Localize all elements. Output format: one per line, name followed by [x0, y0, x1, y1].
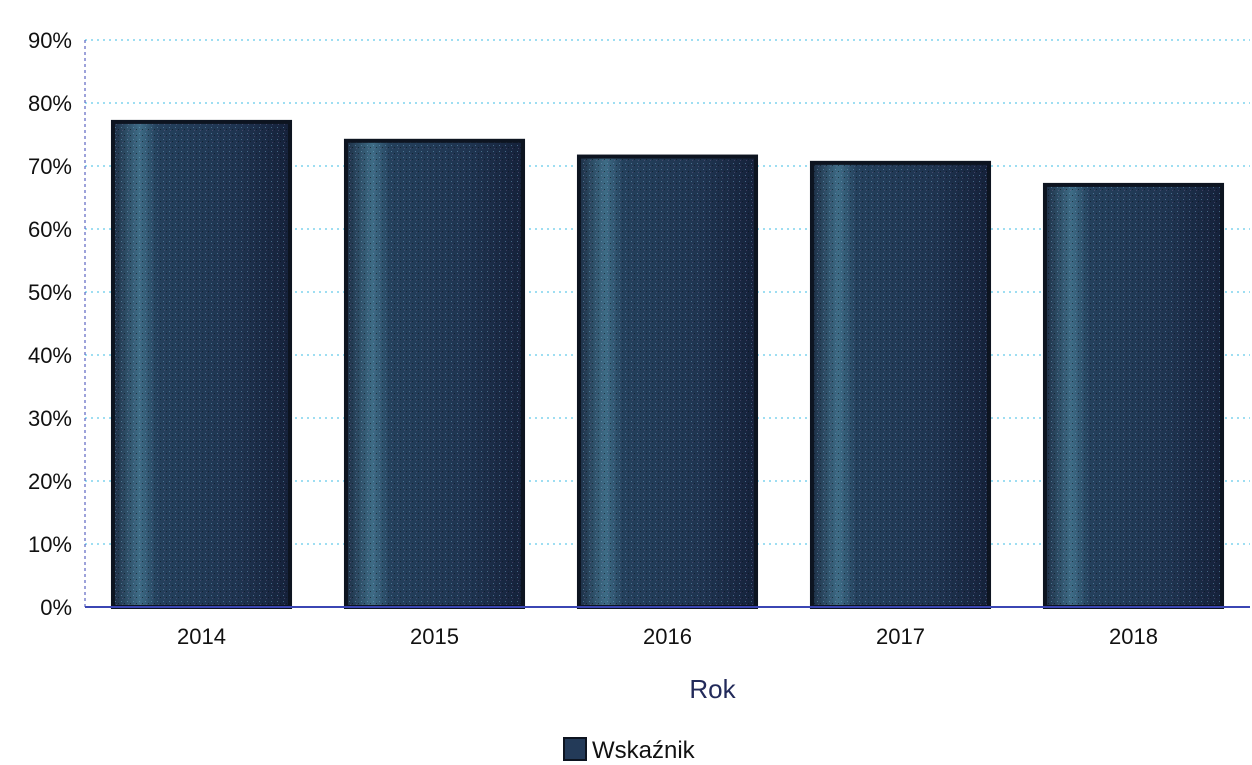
- bar-texture-2015: [347, 142, 522, 606]
- y-tick-label: 80%: [28, 91, 72, 116]
- bar-texture-2016: [580, 158, 755, 606]
- y-axis-ticks: 0% 10% 20% 30% 40% 50% 60% 70% 80% 90%: [28, 28, 72, 620]
- bar-texture-2014: [114, 123, 289, 606]
- bar-texture-2018: [1046, 186, 1221, 605]
- y-tick-label: 0%: [40, 595, 72, 620]
- y-tick-label: 60%: [28, 217, 72, 242]
- x-tick-label: 2017: [876, 624, 925, 649]
- y-tick-label: 10%: [28, 532, 72, 557]
- bar-texture-2017: [813, 164, 988, 605]
- x-tick-label: 2016: [643, 624, 692, 649]
- y-tick-label: 20%: [28, 469, 72, 494]
- y-tick-label: 50%: [28, 280, 72, 305]
- x-tick-label: 2018: [1109, 624, 1158, 649]
- y-tick-label: 70%: [28, 154, 72, 179]
- legend-label-wskaznik: Wskaźnik: [592, 737, 696, 764]
- legend-swatch: [563, 737, 587, 761]
- bars: [110, 119, 1225, 610]
- y-tick-label: 30%: [28, 406, 72, 431]
- x-tick-label: 2015: [410, 624, 459, 649]
- y-tick-label: 40%: [28, 343, 72, 368]
- legend: Wskaźnik: [563, 737, 696, 764]
- x-tick-label: 2014: [177, 624, 226, 649]
- y-tick-label: 90%: [28, 28, 72, 53]
- x-axis-title: Rok: [689, 674, 736, 704]
- x-axis-ticks: 2014 2015 2016 2017 2018: [177, 624, 1158, 649]
